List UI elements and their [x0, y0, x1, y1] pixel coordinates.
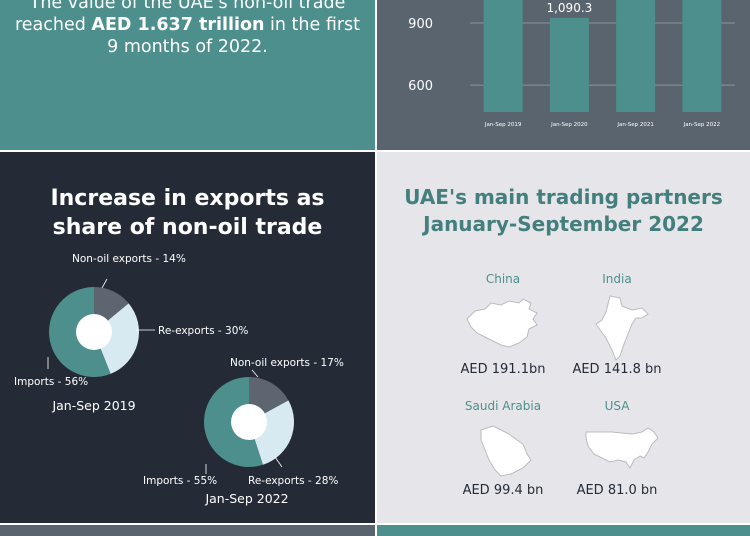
donut-2019-title: Jan-Sep 2019	[51, 398, 135, 413]
partner-country-saudi-arabia: Saudi Arabia	[464, 399, 542, 413]
donut-2022-slice-label: Imports - 55%	[143, 475, 217, 487]
donut-2022-title: Jan-Sep 2022	[204, 491, 288, 506]
intro-text: The value of the UAE's non-oil trade rea…	[0, 0, 375, 58]
partners-title-line-2: January-September 2022	[423, 212, 704, 236]
donut-2019-slice-label: Imports - 56%	[14, 376, 88, 388]
partner-value-saudi-arabia: AED 99.4 bn	[462, 483, 544, 498]
intro-line-2-pre: reached	[14, 15, 92, 35]
partner-value-china: AED 191.1bn	[460, 362, 546, 377]
donut-2019-slice-label: Re-exports - 30%	[158, 325, 248, 337]
partners-title-line-1: UAE's main trading partners	[404, 185, 723, 209]
bar-chart: 600 900 Jan-Sep 2019 Jan-Sep 2020 1,090.3 Jan…	[408, 0, 735, 128]
donut-2022-leader-line	[251, 369, 259, 378]
bar-y-tick-label: 600	[408, 79, 433, 94]
intro-panel: The value of the UAE's non-oil trade rea…	[0, 0, 375, 150]
bar-1	[483, 0, 523, 113]
donut-2022-hole	[231, 404, 267, 440]
footer-strip-right	[377, 525, 750, 536]
donut-2022-slice-label: Re-exports - 28%	[248, 475, 338, 487]
bar-2	[549, 17, 589, 112]
export-share-title-line-2: share of non-oil trade	[52, 215, 323, 240]
bar-x-tick-label: Jan-Sep 2020	[550, 122, 588, 128]
intro-line-1: The value of the UAE's non-oil trade	[29, 0, 346, 13]
intro-trade-value: AED 1.637 trillion	[91, 15, 265, 35]
bar-4	[682, 0, 722, 113]
usa-map-icon	[585, 427, 659, 469]
saudi-arabia-map-icon	[480, 425, 532, 477]
partner-country-usa: USA	[604, 399, 630, 413]
donut-2022-slice-label: Non-oil exports - 17%	[230, 357, 344, 369]
bar-x-tick-label: Jan-Sep 2022	[683, 122, 721, 128]
bar-chart-panel: 600 900 Jan-Sep 2019 Jan-Sep 2020 1,090.3 Jan…	[377, 0, 750, 150]
partner-country-china: China	[485, 272, 521, 286]
donut-charts: Non-oil exports - 14% Re-exports - 30% Imp…	[14, 253, 344, 506]
trading-partners-panel: UAE's main trading partners January-Sept…	[377, 152, 750, 523]
bar-data-label: 1,090.3	[546, 1, 592, 15]
bar-x-tick-label: Jan-Sep 2019	[484, 122, 522, 128]
china-map-icon	[466, 298, 538, 348]
bar-3	[616, 0, 656, 112]
partner-value-usa: AED 81.0 bn	[576, 483, 658, 498]
intro-line-3: 9 months of 2022.	[107, 37, 268, 57]
partner-value-india: AED 141.8 bn	[572, 362, 662, 377]
donut-2019-slice-label: Non-oil exports - 14%	[72, 253, 186, 265]
partner-country-india: India	[602, 272, 632, 286]
export-share-panel: Increase in exports as share of non-oil …	[0, 152, 375, 523]
donut-2019-hole	[76, 314, 112, 350]
donut-2019-slice-2	[94, 303, 140, 374]
india-map-icon	[595, 295, 649, 361]
bar-y-tick-label: 900	[408, 17, 433, 32]
export-share-title-line-1: Increase in exports as	[50, 186, 325, 211]
intro-line-2-post: in the first	[264, 15, 361, 35]
bar-x-tick-label: Jan-Sep 2021	[616, 122, 654, 128]
intro-line-2: reached AED 1.637 trillion in the first	[0, 14, 375, 36]
donut-2022-leader-line	[274, 456, 283, 468]
donut-2019-leader-line	[101, 278, 108, 289]
footer-strip-left	[0, 525, 375, 536]
